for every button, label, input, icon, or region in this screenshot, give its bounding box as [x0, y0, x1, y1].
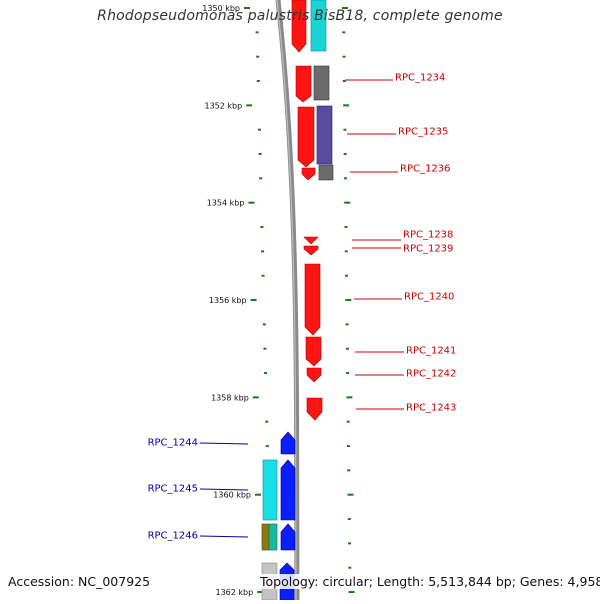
- scale-tick-mark: [344, 250, 348, 253]
- scale-tick-mark: [344, 201, 351, 204]
- gene-arrow[interactable]: [280, 431, 296, 455]
- scale-tick-mark: [348, 591, 355, 594]
- scale-tick-mark: [261, 250, 264, 253]
- scale-tick-mark: [346, 372, 350, 375]
- gene-arrow[interactable]: [297, 106, 315, 168]
- scale-tick-mark: [342, 31, 346, 34]
- major-tick-mark: [250, 299, 257, 302]
- scale-tick-mark: [260, 226, 264, 229]
- scale-tick-mark: [262, 323, 266, 326]
- genome-summary-value: Topology: circular; Length: 5,513,844 bp…: [260, 574, 600, 589]
- gene-label[interactable]: RPC_1238: [403, 230, 453, 241]
- scale-tick-mark: [259, 177, 263, 180]
- scale-tick-mark: [258, 153, 262, 156]
- gene-arrow[interactable]: [280, 459, 296, 521]
- feature-block[interactable]: [316, 105, 333, 165]
- scale-tick-label: 1350 kbp: [202, 4, 240, 13]
- accession-text: Accession: NC_007925: [8, 574, 151, 589]
- scale-tick-label: 1360 kbp: [213, 491, 251, 500]
- scale-tick-mark: [345, 274, 349, 277]
- scale-tick-mark: [265, 420, 269, 423]
- feature-block[interactable]: [310, 0, 327, 52]
- gene-arrow[interactable]: [301, 167, 316, 181]
- scale-tick-mark: [342, 80, 346, 83]
- scale-tick-mark: [348, 566, 352, 569]
- scale-tick-mark: [347, 469, 351, 472]
- gene-label[interactable]: RPC_1245: [148, 484, 198, 495]
- gene-label[interactable]: RPC_1239: [403, 244, 453, 255]
- gene-label[interactable]: RPC_1246: [148, 531, 198, 542]
- gene-arrow[interactable]: [280, 523, 296, 551]
- gene-label-leader: [199, 535, 249, 538]
- scale-tick-mark: [255, 31, 259, 34]
- scale-tick-label: 1354 kbp: [207, 199, 245, 208]
- scale-tick-mark: [347, 493, 354, 496]
- major-tick-mark: [257, 591, 264, 594]
- gene-label[interactable]: RPC_1243: [406, 403, 456, 414]
- scale-tick-label: 1356 kbp: [209, 296, 247, 305]
- scale-tick-mark: [258, 128, 261, 131]
- genome-summary-text: Topology: circular; Length: 5,513,844 bp…: [260, 574, 600, 589]
- gene-arrow[interactable]: [306, 367, 322, 383]
- scale-tick-mark: [348, 542, 352, 545]
- feature-block[interactable]: [262, 459, 278, 521]
- scale-tick-mark: [343, 153, 347, 156]
- scale-tick-mark: [342, 7, 348, 9]
- scale-tick-mark: [256, 55, 260, 58]
- gene-arrow[interactable]: [304, 263, 321, 336]
- scale-tick-mark: [342, 55, 346, 58]
- gene-label[interactable]: RPC_1236: [400, 164, 450, 175]
- feature-block[interactable]: [318, 164, 334, 181]
- genome-backbone: [275, 0, 300, 601]
- gene-label[interactable]: RPC_1244: [148, 438, 198, 449]
- scale-tick-label: 1358 kbp: [211, 393, 249, 402]
- backbone-highlight: [276, 0, 297, 601]
- gene-label[interactable]: RPC_1234: [395, 73, 445, 84]
- genome-title: Rhodopseudomonas palustris BisB18, compl…: [97, 8, 503, 24]
- scale-tick-mark: [261, 274, 265, 277]
- gene-arrow[interactable]: [303, 245, 319, 256]
- gene-label[interactable]: RPC_1241: [406, 346, 456, 357]
- scale-tick-mark: [347, 518, 351, 521]
- gene-arrow[interactable]: [306, 397, 323, 421]
- scale-tick-mark: [346, 396, 353, 399]
- scale-tick-mark: [265, 445, 269, 448]
- major-tick-mark: [244, 7, 250, 9]
- gene-label[interactable]: RPC_1242: [406, 369, 456, 380]
- major-tick-mark: [252, 396, 259, 399]
- gene-label-leader: [199, 488, 249, 491]
- scale-tick-mark: [344, 226, 348, 229]
- scale-tick-mark: [343, 177, 347, 180]
- gene-arrow[interactable]: [295, 65, 312, 103]
- feature-block[interactable]: [268, 523, 278, 551]
- scale-tick-mark: [264, 372, 267, 375]
- scale-tick-mark: [345, 347, 349, 350]
- feature-block[interactable]: [313, 65, 330, 101]
- gene-arrow[interactable]: [303, 236, 319, 245]
- major-tick-mark: [255, 493, 261, 496]
- gene-arrow[interactable]: [305, 336, 322, 367]
- accession-value: Accession: NC_007925: [8, 574, 151, 589]
- scale-tick-label: 1352 kbp: [204, 101, 242, 110]
- gene-label[interactable]: RPC_1240: [404, 292, 454, 303]
- scale-tick-mark: [343, 128, 347, 131]
- major-tick-mark: [248, 201, 255, 204]
- gene-label[interactable]: RPC_1235: [398, 127, 448, 138]
- gene-arrow[interactable]: [291, 0, 307, 53]
- scale-tick-mark: [256, 80, 260, 83]
- feature-block[interactable]: [261, 523, 270, 551]
- scale-tick-mark: [345, 323, 349, 326]
- scale-tick-mark: [343, 104, 350, 107]
- scale-tick-mark: [346, 420, 350, 423]
- scale-tick-mark: [346, 445, 350, 448]
- scale-tick-mark: [345, 299, 352, 302]
- major-tick-mark: [246, 104, 253, 107]
- gene-label-leader: [199, 442, 249, 445]
- scale-tick-mark: [263, 347, 267, 350]
- scale-tick-label: 1362 kbp: [215, 588, 253, 597]
